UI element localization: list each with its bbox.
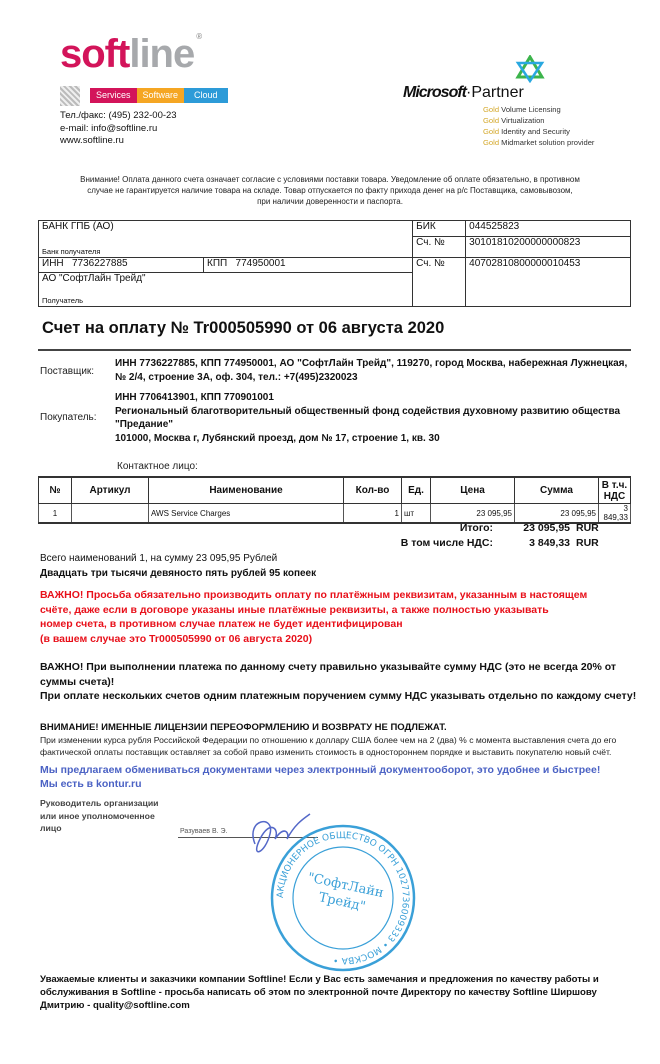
cell-vat: 3 849,33 — [598, 503, 631, 524]
cell-article — [71, 503, 149, 524]
vat-line: При оплате нескольких счетов одним плате… — [40, 689, 637, 702]
table-header: № Артикул Наименование Кол-во Ед. Цена С… — [38, 476, 631, 504]
bik: 044525823 — [465, 219, 631, 238]
edo-kontur: Мы есть в kontur.ru — [40, 778, 142, 791]
vat-line: ВАЖНО! При выполнении платежа по данному… — [40, 661, 617, 688]
vat-label: В том числе НДС: — [400, 537, 493, 549]
tagline-services: Services — [90, 88, 137, 103]
recipient-label: Получатель — [42, 296, 83, 305]
company-stamp: АКЦИОНЕРНОЕ ОБЩЕСТВО ОГРН 1027736009333 … — [270, 825, 416, 972]
phone: Тел./факс: (495) 232-00-23 — [60, 110, 177, 121]
col-header: № — [38, 476, 72, 504]
inn: 7736227885 — [71, 258, 128, 269]
buyer-address: 101000, Москва г, Лубянский проезд, дом … — [115, 432, 440, 444]
supplier-details: ИНН 7736227885, КПП 774950001, АО "СофтЛ… — [115, 358, 628, 383]
vat-currency: RUR — [576, 537, 599, 549]
red-line: номер счета, в противном случае платеж н… — [40, 618, 403, 631]
competency: Gold Volume Licensing — [483, 105, 561, 114]
cell-name: AWS Service Charges — [148, 503, 344, 524]
competency: Gold Identity and Security — [483, 127, 570, 136]
col-header: В т.ч. НДС — [598, 476, 631, 504]
cell-qty: 1 — [343, 503, 402, 524]
bank-name: БАНК ГПБ (АО) — [42, 221, 114, 232]
contact-person-label: Контактное лицо: — [117, 461, 198, 472]
amount-in-words: Двадцать три тысячи девяносто пять рубле… — [40, 568, 317, 579]
summary: Всего наименований 1, на сумму 23 095,95… — [40, 553, 278, 564]
items-table: № Артикул Наименование Кол-во Ед. Цена С… — [38, 476, 631, 524]
cell-unit: шт — [401, 503, 431, 524]
buyer-name: Региональный благотворительный обществен… — [115, 405, 621, 431]
softline-logo: softline ® — [60, 32, 202, 76]
email: e-mail: info@softline.ru — [60, 122, 158, 134]
bank-details-table: БАНК ГПБ (АО) Банк получателя БИК 0445258… — [37, 219, 631, 307]
cell-number: 1 — [38, 503, 72, 524]
logo-part1: soft — [60, 32, 130, 76]
col-header: Сумма — [514, 476, 599, 504]
signature-block: Руководитель организации или иное уполном… — [40, 797, 640, 973]
total-value: 23 095,95 — [523, 522, 570, 534]
col-header: Артикул — [71, 476, 149, 504]
kpp-label: КПП — [207, 258, 228, 269]
logo-part2: line — [129, 32, 195, 76]
microsoft-partner-icon — [515, 55, 545, 83]
corr-account: 30101810200000000823 — [465, 236, 631, 258]
table-row: 1 AWS Service Charges 1 шт 23 095,95 23 … — [38, 503, 631, 524]
payment-notice: Внимание! Оплата данного счета означает … — [80, 175, 580, 206]
col-header: Кол-во — [343, 476, 402, 504]
red-line: ВАЖНО! Просьба обязательно производить о… — [40, 589, 588, 601]
tagline-software: Software — [136, 88, 185, 103]
notes-section: ВАЖНО! Просьба обязательно производить о… — [40, 588, 640, 1012]
important-payment-notice: ВАЖНО! Просьба обязательно производить о… — [40, 588, 640, 646]
total-label: Итого: — [459, 522, 493, 534]
col-header: Наименование — [148, 476, 344, 504]
buyer-label: Покупатель: — [40, 412, 97, 423]
microsoft-partner: Microsoft·Partner — [403, 84, 524, 101]
edo-notice: Мы предлагаем обмениваться документами ч… — [40, 763, 640, 791]
signature-line — [178, 837, 318, 839]
competencies: Gold Volume Licensing Gold Virtualizatio… — [483, 104, 594, 148]
important-vat-notice: ВАЖНО! При выполнении платежа по данному… — [40, 660, 640, 703]
ms-partner: Partner — [471, 84, 524, 101]
stamp-center-text: "СофтЛайнТрейд" — [303, 871, 385, 918]
tagline-cloud: Cloud — [184, 88, 228, 103]
edo-line: Мы предлагаем обмениваться документами ч… — [40, 764, 601, 777]
corr-label: Сч. № — [412, 236, 467, 258]
red-line: (в вашем случае это Tr000505990 от 06 ав… — [40, 632, 313, 645]
bik-label: БИК — [412, 219, 467, 238]
registered-mark: ® — [196, 32, 203, 41]
exchange-rate-warning: При изменении курса рубля Российской Фед… — [40, 735, 617, 758]
red-line: счёте, даже если в договоре указаны иные… — [40, 603, 549, 616]
tagline-bar: Services Software Cloud — [90, 88, 228, 103]
ms-brand: Microsoft — [403, 84, 467, 101]
supplier-label: Поставщик: — [40, 366, 95, 377]
signatory-name: Разуваев В. Э. — [180, 828, 228, 836]
cell-sum: 23 095,95 — [514, 503, 599, 524]
cell-price: 23 095,95 — [430, 503, 515, 524]
col-header: Цена — [430, 476, 515, 504]
account-label: Сч. № — [412, 257, 467, 307]
buyer-details: ИНН 7706413901, КПП 770901001 Региональн… — [115, 391, 630, 445]
account: 40702810800000010453 — [465, 257, 631, 307]
handwritten-signature — [252, 813, 311, 853]
signatory-role: Руководитель организации или иное уполном… — [40, 798, 159, 834]
recipient: АО "СофтЛайн Трейд" — [42, 273, 146, 284]
inn-label: ИНН — [42, 258, 64, 269]
competency: Gold Midmarket solution provider — [483, 138, 595, 147]
kpp: 774950001 — [235, 258, 286, 269]
col-header: Ед. — [401, 476, 431, 504]
competency: Gold Virtualization — [483, 116, 545, 125]
buyer-inn: ИНН 7706413901, КПП 770901001 — [115, 392, 274, 403]
bank-label: Банк получателя — [42, 247, 101, 256]
license-warning-title: ВНИМАНИЕ! ИМЕННЫЕ ЛИЦЕНЗИИ ПЕРЕОФОРМЛЕНИ… — [40, 722, 447, 734]
vat-value: 3 849,33 — [529, 537, 570, 549]
total-currency: RUR — [576, 522, 599, 534]
footer-feedback: Уважаемые клиенты и заказчики компании S… — [40, 974, 599, 1012]
divider — [38, 349, 631, 351]
contacts: Тел./факс: (495) 232-00-23 e-mail: info@… — [60, 110, 177, 148]
qr-code-icon — [60, 86, 80, 106]
website: www.softline.ru — [60, 135, 124, 146]
invoice-title: Счет на оплату № Tr000505990 от 06 авгус… — [42, 319, 445, 337]
